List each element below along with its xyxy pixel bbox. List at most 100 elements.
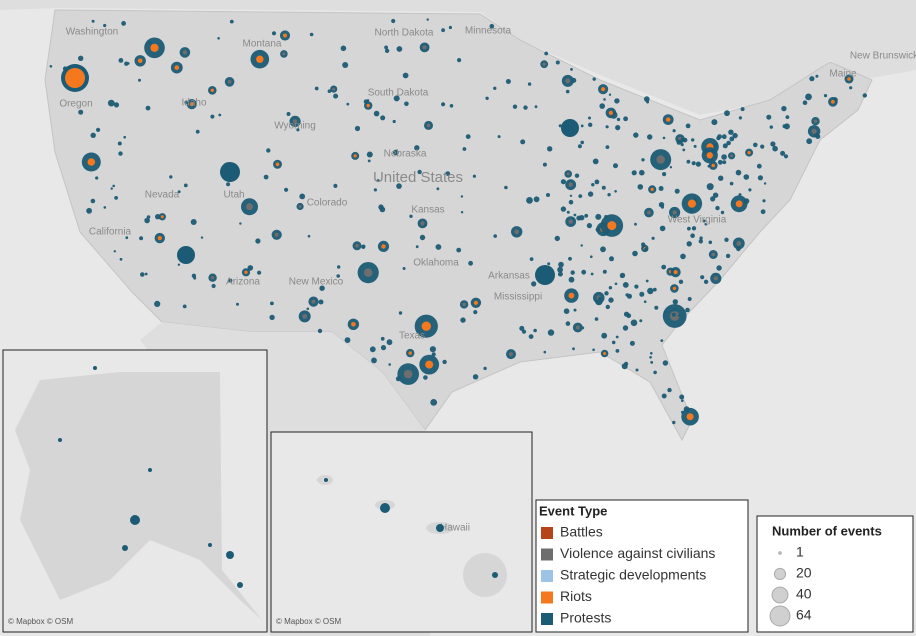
- event-dot: [633, 132, 639, 138]
- event-dot: [770, 141, 776, 147]
- place-label: Oregon: [59, 99, 92, 110]
- color-legend: Event Type Battles Violence against civil…: [535, 499, 749, 633]
- event-dot: [274, 232, 279, 237]
- event-dot: [732, 132, 738, 139]
- event-dot: [309, 32, 314, 37]
- event-dot: [568, 256, 572, 261]
- event-dot: [514, 229, 519, 235]
- event-dot: [661, 393, 667, 399]
- event-dot: [392, 149, 399, 156]
- event-dot: [635, 368, 639, 372]
- event-dot: [531, 281, 537, 287]
- event-dot: [361, 245, 366, 249]
- event-dot: [611, 340, 616, 345]
- event-dot: [711, 252, 716, 257]
- event-dot: [380, 503, 390, 513]
- place-label: Mississippi: [494, 292, 542, 303]
- event-dot: [691, 138, 695, 142]
- event-dot: [712, 192, 719, 198]
- event-dot: [691, 161, 696, 166]
- event-dot: [229, 19, 234, 24]
- event-dot: [547, 146, 553, 152]
- event-dot: [662, 360, 669, 366]
- event-dot: [228, 278, 233, 283]
- event-dot: [650, 352, 653, 355]
- event-dot: [630, 319, 638, 327]
- event-dot: [687, 199, 697, 208]
- event-dot: [127, 62, 130, 65]
- event-dot: [386, 339, 393, 346]
- event-dot: [299, 193, 306, 200]
- event-dot: [263, 174, 269, 180]
- event-dot: [647, 287, 654, 295]
- event-dot: [473, 300, 478, 305]
- event-dot: [195, 129, 200, 134]
- legend-label: Strategic developments: [560, 567, 706, 583]
- event-dot: [622, 282, 629, 288]
- event-dot: [580, 140, 584, 145]
- event-dot: [140, 272, 145, 277]
- event-dot: [601, 87, 606, 92]
- event-dot: [650, 361, 654, 364]
- event-dot: [603, 352, 607, 355]
- event-dot: [384, 45, 388, 50]
- event-dot: [462, 302, 466, 307]
- event-dot: [823, 94, 828, 98]
- event-dot: [599, 103, 605, 109]
- place-label: Hawaii: [440, 523, 470, 534]
- event-dot: [306, 307, 310, 311]
- size-label: 1: [796, 544, 804, 560]
- event-dot: [639, 291, 645, 297]
- event-dot: [373, 188, 377, 192]
- event-dot: [721, 154, 727, 160]
- event-dot: [49, 65, 53, 68]
- event-dot: [351, 322, 356, 327]
- inset-frame: [270, 431, 533, 633]
- event-dot: [417, 169, 422, 175]
- size-swatch: [771, 586, 789, 604]
- event-dot: [266, 148, 271, 153]
- event-dot: [634, 284, 639, 289]
- event-dot: [414, 145, 420, 151]
- event-dot: [373, 110, 380, 117]
- event-dot: [546, 193, 550, 197]
- event-dot: [456, 247, 462, 253]
- legend-title: Event Type: [539, 503, 607, 518]
- event-dot: [699, 236, 703, 240]
- event-dot: [651, 236, 655, 240]
- event-dot: [435, 244, 442, 250]
- event-dot: [643, 300, 647, 304]
- event-dot: [680, 143, 684, 147]
- event-dot: [415, 245, 419, 249]
- event-dot: [528, 334, 534, 339]
- event-dot: [533, 328, 537, 333]
- event-dot: [679, 394, 685, 400]
- event-dot: [689, 208, 694, 213]
- place-label: Colorado: [307, 198, 348, 209]
- event-dot: [210, 88, 214, 93]
- event-dot: [595, 213, 602, 220]
- event-dot: [421, 321, 431, 331]
- event-dot: [629, 340, 635, 346]
- event-dot: [130, 515, 140, 525]
- event-dots: [49, 18, 867, 426]
- event-dot: [666, 117, 671, 122]
- event-dot: [114, 196, 118, 200]
- event-dot: [125, 236, 129, 240]
- event-dot: [686, 159, 691, 164]
- size-label: 20: [796, 565, 812, 581]
- event-dot: [244, 270, 248, 274]
- event-dot: [425, 360, 434, 369]
- event-dot: [246, 203, 253, 211]
- event-dot: [366, 151, 373, 158]
- event-dot: [485, 96, 489, 101]
- event-dot: [489, 24, 495, 29]
- event-dot: [658, 202, 665, 208]
- event-dot: [237, 582, 243, 588]
- place-label: Wyoming: [274, 121, 316, 132]
- event-dot: [686, 413, 694, 421]
- event-dot: [86, 207, 92, 214]
- size-label: 40: [796, 586, 812, 602]
- size-swatch: [778, 551, 782, 555]
- event-dot: [568, 292, 575, 299]
